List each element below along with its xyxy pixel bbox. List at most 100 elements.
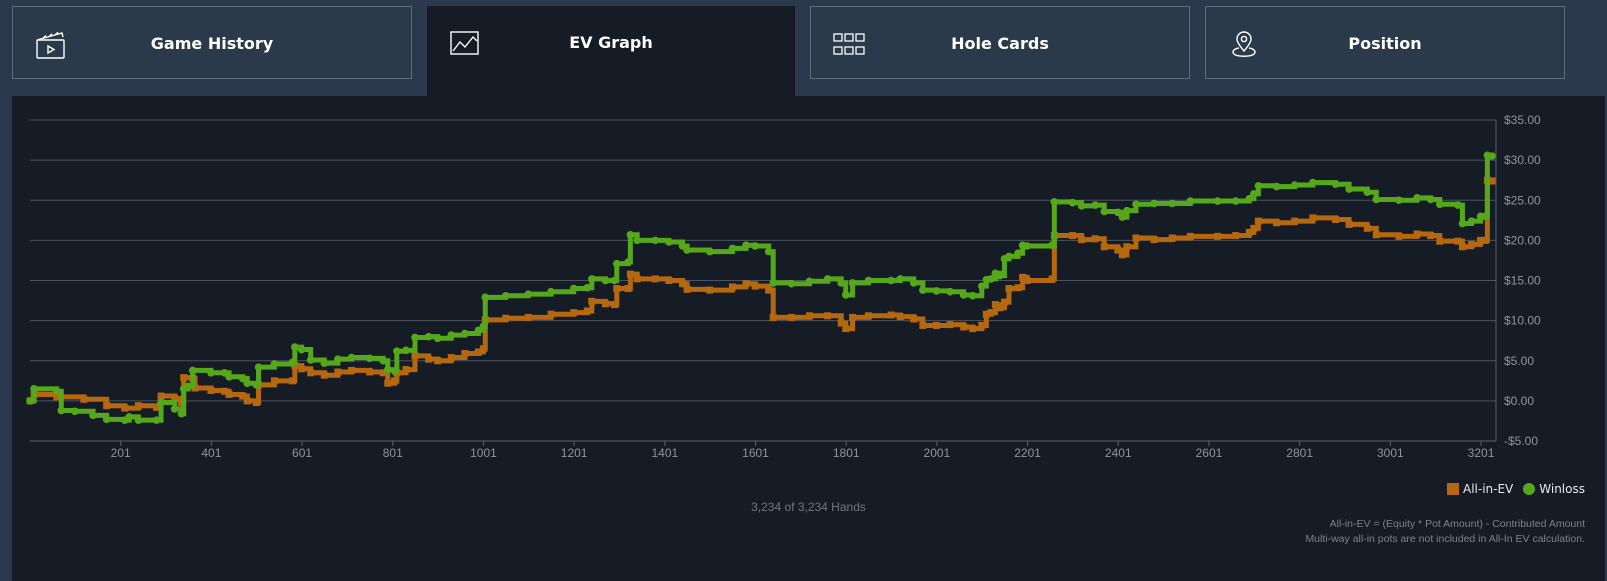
legend-winloss[interactable]: Winloss bbox=[1523, 482, 1585, 496]
data-point bbox=[1048, 275, 1056, 283]
data-point bbox=[402, 366, 410, 374]
data-point bbox=[805, 312, 813, 320]
data-point bbox=[225, 373, 233, 381]
data-point bbox=[1427, 232, 1435, 240]
data-point bbox=[1019, 273, 1027, 281]
data-point bbox=[1214, 232, 1222, 240]
data-point bbox=[1118, 213, 1127, 221]
data-point bbox=[270, 360, 279, 368]
data-point bbox=[393, 347, 401, 355]
data-point bbox=[1413, 194, 1421, 202]
data-point bbox=[633, 275, 641, 283]
data-point bbox=[769, 279, 778, 287]
data-point bbox=[583, 283, 592, 292]
data-point bbox=[987, 309, 995, 317]
data-point bbox=[728, 244, 737, 253]
data-point bbox=[1291, 217, 1299, 225]
data-point bbox=[1118, 251, 1126, 259]
data-point bbox=[665, 238, 673, 246]
data-point bbox=[805, 277, 814, 286]
data-point bbox=[461, 350, 469, 358]
data-point bbox=[1395, 196, 1403, 205]
data-point bbox=[1077, 202, 1086, 210]
data-point bbox=[909, 279, 918, 287]
data-point bbox=[411, 352, 419, 360]
data-point bbox=[1331, 216, 1339, 224]
data-point bbox=[1467, 217, 1476, 225]
y-tick-label: $35.00 bbox=[1504, 113, 1541, 127]
data-point bbox=[152, 416, 161, 424]
tab-hole-cards[interactable]: Hole Cards bbox=[810, 6, 1190, 79]
data-point bbox=[601, 300, 609, 308]
data-point bbox=[742, 241, 750, 249]
data-point bbox=[1068, 198, 1077, 207]
data-point bbox=[157, 392, 165, 400]
data-point bbox=[910, 315, 918, 323]
data-point bbox=[134, 416, 143, 424]
data-point bbox=[1290, 181, 1299, 189]
data-point bbox=[447, 331, 456, 339]
tab-ev-graph[interactable]: EV Graph bbox=[427, 6, 795, 96]
chart-grid bbox=[30, 119, 1497, 442]
data-point bbox=[1458, 243, 1466, 251]
data-point bbox=[1186, 232, 1194, 240]
data-point bbox=[134, 402, 142, 410]
data-point bbox=[887, 311, 895, 319]
data-point bbox=[932, 287, 941, 295]
data-point bbox=[391, 377, 399, 385]
data-point bbox=[849, 313, 857, 321]
data-point bbox=[306, 356, 315, 364]
data-point bbox=[157, 398, 165, 407]
data-point bbox=[547, 287, 555, 296]
data-point bbox=[991, 301, 999, 309]
data-point bbox=[207, 368, 215, 377]
data-point bbox=[30, 385, 38, 393]
data-point bbox=[243, 379, 252, 388]
data-point bbox=[1363, 188, 1372, 197]
data-point bbox=[347, 366, 355, 374]
data-point bbox=[1309, 214, 1317, 222]
data-point bbox=[365, 354, 374, 363]
data-point bbox=[170, 405, 179, 413]
data-point bbox=[626, 270, 634, 278]
data-point bbox=[1168, 234, 1176, 242]
data-point bbox=[411, 333, 419, 342]
data-point bbox=[501, 291, 510, 300]
ev-notes: All-in-EV = (Equity * Pot Amount) - Cont… bbox=[1305, 517, 1585, 547]
data-point bbox=[1488, 177, 1496, 185]
data-point bbox=[1100, 207, 1109, 216]
legend-all-in-ev[interactable]: All-in-EV bbox=[1446, 482, 1513, 496]
data-point bbox=[80, 395, 88, 403]
data-point bbox=[57, 406, 66, 415]
data-point bbox=[1168, 199, 1177, 208]
data-point bbox=[1272, 182, 1281, 191]
x-tick-label: 2601 bbox=[1196, 446, 1223, 460]
x-axis-ticks: 201 401 601 801 1001 1201 1401 1601 1801 2001 2201… bbox=[111, 441, 1495, 460]
data-point bbox=[848, 279, 857, 287]
data-point bbox=[177, 409, 186, 418]
data-point bbox=[26, 397, 34, 405]
x-tick-label: 201 bbox=[111, 446, 131, 460]
data-point bbox=[570, 309, 578, 317]
data-point bbox=[1132, 234, 1140, 242]
y-axis-ticks: -$5.00 $0.00 $5.00 $10.00 $15.00 $20.00 $25.00… bbox=[1504, 113, 1541, 448]
data-point bbox=[751, 242, 759, 250]
tab-position[interactable]: Position bbox=[1205, 6, 1565, 79]
ev-note-formula: All-in-EV = (Equity * Pot Amount) - Cont… bbox=[1329, 518, 1585, 530]
series-line bbox=[27, 177, 1495, 411]
data-point bbox=[705, 247, 714, 256]
data-point bbox=[896, 275, 904, 283]
data-point bbox=[424, 332, 433, 341]
data-point bbox=[787, 279, 796, 288]
tab-game-history[interactable]: Game History bbox=[12, 6, 412, 79]
data-point bbox=[1114, 208, 1122, 217]
tab-label: EV Graph bbox=[569, 33, 653, 52]
data-point bbox=[434, 357, 442, 365]
data-point bbox=[1005, 252, 1013, 261]
data-point bbox=[706, 286, 714, 294]
data-point bbox=[1345, 185, 1353, 193]
y-tick-label: $25.00 bbox=[1504, 193, 1541, 207]
data-point bbox=[633, 236, 641, 245]
data-point bbox=[254, 363, 263, 371]
tab-label: Game History bbox=[150, 34, 274, 53]
